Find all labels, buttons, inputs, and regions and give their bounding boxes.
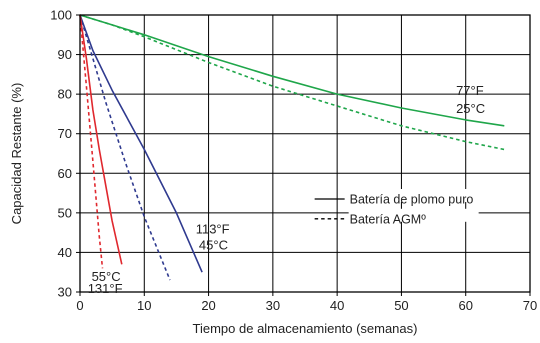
temperature-label: 25°C	[456, 101, 485, 116]
legend-backdrop	[348, 189, 519, 203]
series-line-25C-solid	[79, 14, 505, 127]
plot-area	[80, 15, 530, 292]
y-tick-label: 70	[58, 126, 72, 141]
legend-label-dashed: Batería AGMº	[350, 212, 427, 226]
plot-frame	[79, 14, 531, 293]
x-tick-label: 50	[394, 298, 408, 313]
x-tick-label: 20	[201, 298, 215, 313]
x-tick-label: 10	[137, 298, 151, 313]
series-line-25C-dashed	[79, 14, 505, 151]
temperature-label: 55°C	[92, 269, 121, 284]
x-axis-title: Tiempo de almacenamiento (semanas)	[193, 321, 418, 336]
y-tick-label: 90	[58, 47, 72, 62]
x-tick-label: 40	[330, 298, 344, 313]
y-tick-label: 40	[58, 245, 72, 260]
series-line-45C-dashed	[79, 14, 171, 281]
series-line-45C-solid	[79, 14, 203, 273]
temperature-label: 77°F	[456, 83, 484, 98]
y-tick-label: 30	[58, 285, 72, 300]
series-line-55C-dashed	[79, 14, 104, 269]
x-tick-label: 30	[266, 298, 280, 313]
series-line-55C-solid	[79, 14, 123, 265]
x-tick-label: 60	[458, 298, 472, 313]
temperature-label: 131°F	[88, 281, 123, 296]
x-tick-label: 70	[523, 298, 537, 313]
y-axis-title: Capacidad Restante (%)	[9, 83, 24, 225]
legend-label-solid: Batería de plomo puro	[350, 193, 474, 207]
legend-backdrop	[348, 208, 479, 222]
y-tick-label: 50	[58, 205, 72, 220]
y-tick-label: 80	[58, 87, 72, 102]
temperature-label: 45°C	[199, 238, 228, 253]
x-tick-label: 0	[76, 298, 83, 313]
temperature-label: 113°F	[196, 222, 230, 237]
y-tick-label: 100	[50, 8, 72, 23]
y-tick-label: 60	[58, 166, 72, 181]
